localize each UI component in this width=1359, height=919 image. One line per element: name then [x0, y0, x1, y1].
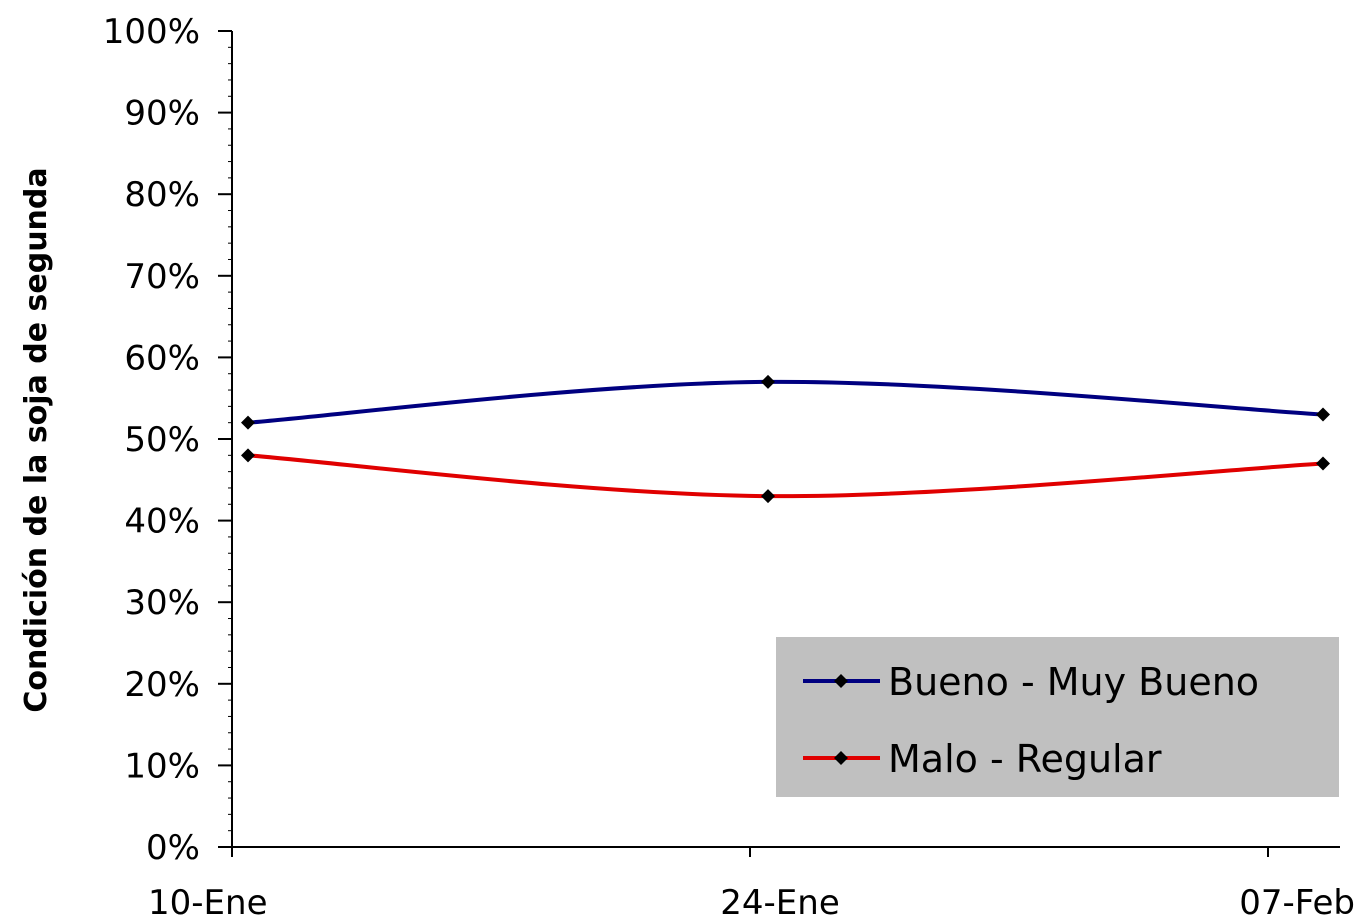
legend-box [776, 637, 1339, 797]
y-tick-label: 50% [124, 420, 200, 460]
y-tick-label: 60% [124, 338, 200, 378]
series-1-line [247, 379, 1324, 425]
y-tick-label: 40% [124, 502, 200, 542]
y-tick-label: 30% [124, 583, 200, 623]
legend-marker [834, 751, 848, 765]
y-tick-label: 70% [124, 257, 200, 297]
legend-label: Malo - Regular [888, 737, 1162, 781]
series-2-point [1316, 456, 1330, 471]
series-layer [241, 374, 1330, 504]
series-1-point [1316, 407, 1330, 422]
y-tick-label: 100% [103, 12, 200, 52]
series-1-point [761, 374, 775, 389]
x-tick-label: 24-Ene [720, 883, 839, 919]
x-tick-label: 07-Feb [1239, 883, 1355, 919]
y-tick-label: 20% [124, 665, 200, 705]
x-tick-label: 10-Ene [148, 883, 267, 919]
series-2-point [761, 489, 775, 504]
y-axis-label: Condición de la soja de segunda [19, 167, 54, 712]
series-2-point [241, 448, 255, 463]
axes: 0% 10% 20% 30% 40% 50% 60% 70% 80% 90% 100% 10-Ene 2… [103, 12, 1355, 919]
y-tick-label: 80% [124, 175, 200, 215]
y-tick-label: 0% [146, 828, 200, 868]
y-tick-label: 10% [124, 746, 200, 786]
legend-marker [834, 674, 848, 688]
y-tick-label: 90% [124, 94, 200, 134]
series-1-point [241, 415, 255, 430]
series-2-line [247, 453, 1324, 499]
legend: Bueno - Muy Bueno Malo - Regular [776, 637, 1339, 797]
legend-label: Bueno - Muy Bueno [888, 660, 1259, 704]
